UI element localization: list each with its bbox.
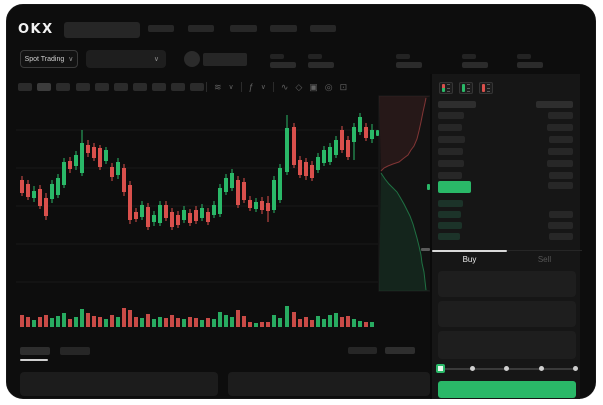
- ob-price-bar[interactable]: [438, 233, 460, 240]
- nav-item[interactable]: [270, 25, 297, 32]
- ob-amount-bar[interactable]: [549, 136, 573, 143]
- trade-sidebar: Buy Sell: [430, 74, 582, 399]
- timeframe-button[interactable]: [18, 83, 32, 91]
- ob-price-bar[interactable]: [438, 124, 462, 131]
- combined-book-icon[interactable]: [439, 82, 453, 94]
- timeframe-button-active[interactable]: [37, 83, 51, 91]
- chevron-down-icon[interactable]: ∨: [228, 83, 234, 91]
- last-price-placeholder: [203, 53, 247, 66]
- divider: [272, 82, 274, 92]
- search-input[interactable]: [64, 22, 140, 38]
- chevron-down-icon: ∨: [68, 55, 74, 63]
- chart-tools: ≋ ∨ ƒ ∨ ∿ ◇ ▣ ◎ ⊡: [206, 81, 347, 93]
- market-type-selector[interactable]: Spot Trading ∨: [20, 50, 78, 68]
- nav-item[interactable]: [230, 25, 257, 32]
- ob-price-bar[interactable]: [438, 160, 464, 167]
- ob-amount-bar[interactable]: [549, 233, 573, 240]
- settings-icon[interactable]: ◎: [324, 81, 333, 92]
- nav-item[interactable]: [148, 25, 174, 32]
- tab-buy[interactable]: Buy: [432, 250, 507, 268]
- ob-price-bar[interactable]: [438, 148, 463, 155]
- ob-price-bar[interactable]: [438, 200, 463, 207]
- timeframe-button[interactable]: [190, 83, 204, 91]
- price-field[interactable]: [438, 271, 576, 297]
- coin-avatar: [184, 51, 200, 67]
- nav-item[interactable]: [310, 25, 336, 32]
- ob-price-bar[interactable]: [438, 211, 461, 218]
- ob-amount-bar[interactable]: [548, 182, 573, 189]
- slider-dot[interactable]: [504, 366, 509, 371]
- timeframe-button[interactable]: [114, 83, 128, 91]
- orders-panel-placeholder: [228, 372, 430, 396]
- ob-price-bar[interactable]: [438, 136, 465, 143]
- trade-tabs: Buy Sell: [432, 250, 582, 268]
- chart-type-icon[interactable]: ƒ: [248, 81, 254, 92]
- timeframe-button[interactable]: [56, 83, 70, 91]
- bottom-action[interactable]: [348, 347, 377, 354]
- market-type-label: Spot Trading: [24, 55, 65, 63]
- pair-selector[interactable]: ∨: [86, 50, 166, 68]
- ob-amount-bar[interactable]: [548, 222, 573, 229]
- ob-amount-bar[interactable]: [536, 101, 573, 108]
- ob-last-price-bar[interactable]: [438, 181, 471, 193]
- chevron-down-icon[interactable]: ∨: [260, 83, 266, 91]
- amount-field[interactable]: [438, 301, 576, 327]
- ob-price-bar[interactable]: [438, 112, 464, 119]
- slider-dot[interactable]: [470, 366, 475, 371]
- ob-amount-bar[interactable]: [547, 160, 573, 167]
- bottom-tab-indicator: [20, 359, 48, 361]
- fullscreen-icon[interactable]: ⊡: [339, 81, 348, 92]
- ob-amount-bar[interactable]: [549, 172, 573, 179]
- slider-dot[interactable]: [539, 366, 544, 371]
- slider-dot[interactable]: [573, 366, 578, 371]
- asks-book-icon[interactable]: [479, 82, 493, 94]
- bottom-action[interactable]: [385, 347, 415, 354]
- ob-amount-bar[interactable]: [549, 211, 573, 218]
- ob-price-bar[interactable]: [438, 222, 462, 229]
- timeframe-button[interactable]: [76, 83, 90, 91]
- active-tab-indicator: [432, 250, 507, 252]
- ob-amount-bar[interactable]: [547, 124, 573, 131]
- tab-sell[interactable]: Sell: [537, 255, 552, 264]
- divider: [206, 82, 207, 92]
- ob-price-bar[interactable]: [438, 172, 462, 179]
- slider-handle[interactable]: [436, 364, 445, 373]
- timeframe-button[interactable]: [171, 83, 185, 91]
- ob-amount-bar[interactable]: [548, 148, 573, 155]
- okx-logo: OKX: [18, 22, 54, 37]
- bottom-tab-active[interactable]: [20, 347, 50, 355]
- buy-submit-button[interactable]: [438, 381, 576, 398]
- ob-price-bar[interactable]: [438, 101, 476, 108]
- timeframe-button[interactable]: [95, 83, 109, 91]
- orders-panel-placeholder: [20, 372, 218, 396]
- ob-amount-bar[interactable]: [548, 112, 573, 119]
- chevron-down-icon: ∨: [153, 55, 159, 63]
- draw-tool-icon[interactable]: ◇: [295, 81, 303, 92]
- bids-book-icon[interactable]: [459, 82, 473, 94]
- indicator-icon[interactable]: ≋: [214, 81, 222, 92]
- timeframe-button[interactable]: [133, 83, 147, 91]
- depth-ladder: [378, 95, 432, 292]
- divider: [240, 82, 242, 92]
- line-tool-icon[interactable]: ∿: [280, 81, 289, 92]
- total-field[interactable]: [438, 331, 576, 359]
- nav-item[interactable]: [188, 25, 214, 32]
- timeframe-button[interactable]: [152, 83, 166, 91]
- order-book: [432, 74, 582, 250]
- bottom-tab[interactable]: [60, 347, 90, 355]
- snapshot-icon[interactable]: ▣: [309, 81, 318, 92]
